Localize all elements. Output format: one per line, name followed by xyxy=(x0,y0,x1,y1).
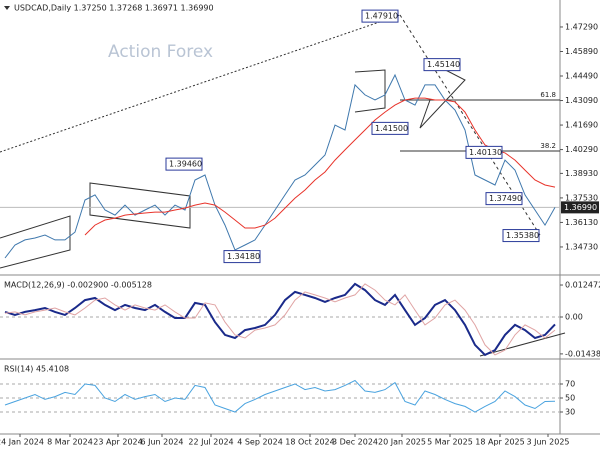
x-tick-label: 22 Jul 2024 xyxy=(188,438,233,447)
x-tick-label: 3 Dec 2024 xyxy=(332,438,378,447)
annotation-box xyxy=(485,192,523,206)
price-tag-label: 1.36990 xyxy=(564,203,597,212)
y-tick-label: 1.40290 xyxy=(565,145,598,154)
x-tick-label: 18 Apr 2025 xyxy=(475,438,524,447)
annotation-label: 1.37490 xyxy=(489,194,522,203)
x-tick-label: 4 Sep 2024 xyxy=(237,438,283,447)
price-tag xyxy=(561,201,599,214)
annotation-box xyxy=(465,145,503,159)
macd-title: MACD(12,26,9) -0.002900 -0.005128 xyxy=(4,281,152,290)
channel xyxy=(0,215,71,269)
y-tick-label: 1.36130 xyxy=(565,218,598,227)
y-tick-label: 50 xyxy=(565,394,575,403)
flag xyxy=(354,69,386,113)
menu-arrow xyxy=(4,6,10,10)
annotation-label: 1.47910 xyxy=(365,12,398,21)
y-tick-label: 1.41690 xyxy=(565,121,598,130)
y-tick-label: 0.012472 xyxy=(565,281,600,290)
annotation-box xyxy=(223,250,261,264)
trend-line xyxy=(0,14,401,153)
triangle xyxy=(89,182,191,229)
annotation-label: 1.41500 xyxy=(375,124,408,133)
y-tick-label: 1.37530 xyxy=(565,193,598,202)
series-line xyxy=(4,283,556,356)
y-tick-label: 1.38930 xyxy=(565,169,598,178)
x-tick-label: 23 Apr 2024 xyxy=(93,438,142,447)
series-line xyxy=(4,73,556,259)
x-tick-label: 18 Oct 2024 xyxy=(285,438,334,447)
y-tick-label: 1.45890 xyxy=(565,47,598,56)
series-line xyxy=(4,379,556,413)
fib-label: 38.2 xyxy=(540,142,556,150)
series-line xyxy=(84,97,556,236)
annotation-box xyxy=(165,157,203,171)
x-tick-label: 5 Mar 2025 xyxy=(427,438,473,447)
series-line xyxy=(4,282,556,357)
annotation-label: 1.39460 xyxy=(169,160,202,169)
x-tick-label: 6 Jun 2024 xyxy=(140,438,183,447)
y-tick-label: 1.34730 xyxy=(565,242,598,251)
y-tick-label: 30 xyxy=(565,408,575,417)
annotation-label: 1.34180 xyxy=(227,252,260,261)
watermark: Action Forex xyxy=(108,42,213,62)
macd-trend xyxy=(479,332,566,357)
annotation-box xyxy=(502,229,540,243)
y-tick-label: 0.00 xyxy=(565,313,583,322)
x-tick-label: 20 Jan 2025 xyxy=(378,438,426,447)
annotation-box xyxy=(371,121,409,135)
annotation-label: 1.40130 xyxy=(469,148,502,157)
fib-label: 61.8 xyxy=(540,91,556,99)
rsi-title: RSI(14) 45.4108 xyxy=(4,365,69,374)
annotation-label: 1.45140 xyxy=(427,60,460,69)
x-tick-label: 24 Jan 2024 xyxy=(0,438,44,447)
y-tick-label: 1.43090 xyxy=(565,96,598,105)
chart-title: USDCAD,Daily 1.37250 1.37268 1.36971 1.3… xyxy=(14,4,214,13)
y-tick-label: 1.44490 xyxy=(565,72,598,81)
annotation-box xyxy=(423,58,461,72)
x-tick-label: 3 Jun 2025 xyxy=(526,438,569,447)
y-tick-label: 70 xyxy=(565,380,575,389)
y-tick-label: -0.014389 xyxy=(565,349,600,358)
x-tick-label: 8 Mar 2024 xyxy=(47,438,93,447)
annotation-label: 1.35380 xyxy=(506,231,539,240)
annotation-box xyxy=(361,9,399,23)
y-tick-label: 1.47290 xyxy=(565,22,598,31)
